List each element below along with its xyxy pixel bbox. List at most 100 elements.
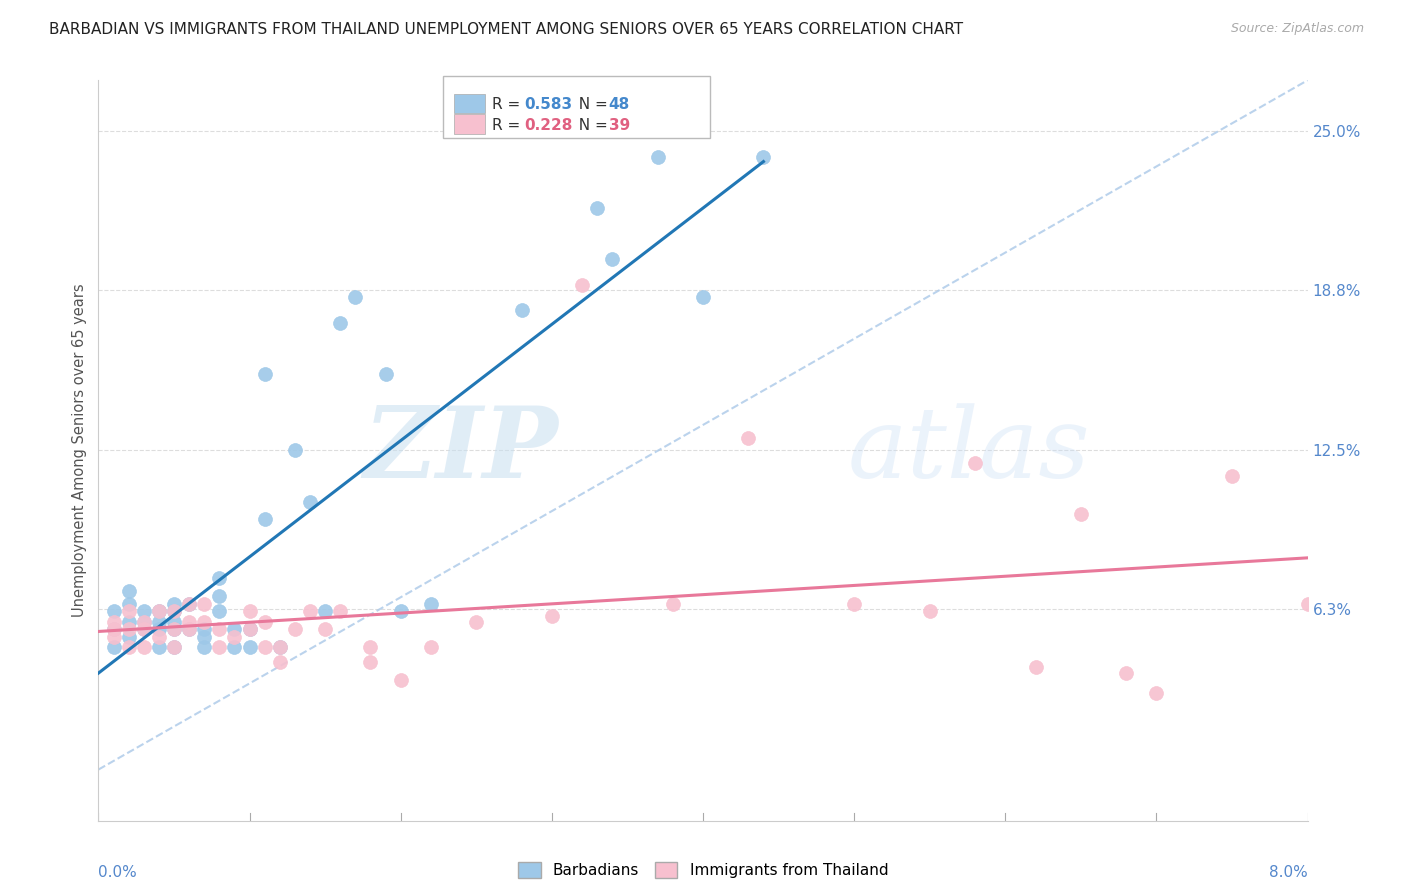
Text: 0.0%: 0.0%: [98, 865, 138, 880]
Text: 39: 39: [609, 119, 630, 133]
Text: 0.228: 0.228: [524, 119, 572, 133]
Point: [179, 597, 201, 611]
Point: [239, 622, 262, 636]
Point: [420, 597, 443, 611]
Point: [465, 615, 488, 629]
Point: [374, 367, 396, 381]
Text: atlas: atlas: [848, 403, 1091, 498]
Point: [179, 622, 201, 636]
Point: [148, 615, 170, 629]
Text: 48: 48: [609, 97, 630, 112]
Point: [239, 640, 262, 654]
Point: [163, 640, 186, 654]
Text: ZIP: ZIP: [363, 402, 558, 499]
Point: [208, 604, 231, 618]
Point: [132, 615, 155, 629]
Point: [540, 609, 562, 624]
Point: [193, 597, 215, 611]
Text: 0.583: 0.583: [524, 97, 572, 112]
Point: [1115, 665, 1137, 680]
Point: [208, 589, 231, 603]
Point: [148, 630, 170, 644]
Point: [163, 597, 186, 611]
Point: [269, 640, 291, 654]
Point: [1146, 686, 1168, 700]
Point: [179, 615, 201, 629]
Point: [284, 622, 307, 636]
Legend: Barbadians, Immigrants from Thailand: Barbadians, Immigrants from Thailand: [512, 856, 894, 884]
Point: [163, 622, 186, 636]
Text: 8.0%: 8.0%: [1268, 865, 1308, 880]
Point: [420, 640, 443, 654]
Point: [360, 640, 382, 654]
Point: [224, 630, 246, 644]
Point: [299, 604, 322, 618]
Point: [269, 656, 291, 670]
Point: [918, 604, 941, 618]
Point: [118, 630, 141, 644]
Point: [844, 597, 866, 611]
Point: [163, 604, 186, 618]
Point: [103, 640, 125, 654]
Point: [284, 443, 307, 458]
Point: [118, 615, 141, 629]
Point: [602, 252, 624, 266]
Point: [148, 622, 170, 636]
Point: [132, 622, 155, 636]
Point: [208, 571, 231, 585]
Point: [163, 604, 186, 618]
Point: [179, 622, 201, 636]
Point: [1070, 508, 1092, 522]
Point: [299, 494, 322, 508]
Point: [103, 630, 125, 644]
Point: [148, 604, 170, 618]
Text: Source: ZipAtlas.com: Source: ZipAtlas.com: [1230, 22, 1364, 36]
Point: [253, 615, 276, 629]
Point: [647, 150, 669, 164]
Point: [389, 604, 412, 618]
Point: [1296, 597, 1319, 611]
Point: [208, 640, 231, 654]
Point: [269, 640, 291, 654]
Point: [148, 604, 170, 618]
Point: [103, 615, 125, 629]
Point: [253, 367, 276, 381]
Point: [118, 583, 141, 598]
Point: [224, 640, 246, 654]
Point: [118, 622, 141, 636]
Point: [752, 150, 775, 164]
Point: [571, 277, 593, 292]
Point: [118, 640, 141, 654]
Y-axis label: Unemployment Among Seniors over 65 years: Unemployment Among Seniors over 65 years: [72, 284, 87, 617]
Point: [208, 622, 231, 636]
Point: [193, 622, 215, 636]
Point: [586, 201, 609, 215]
Point: [118, 604, 141, 618]
Point: [239, 622, 262, 636]
Point: [253, 640, 276, 654]
Point: [360, 656, 382, 670]
Text: N =: N =: [569, 119, 613, 133]
Point: [1025, 660, 1047, 674]
Text: BARBADIAN VS IMMIGRANTS FROM THAILAND UNEMPLOYMENT AMONG SENIORS OVER 65 YEARS C: BARBADIAN VS IMMIGRANTS FROM THAILAND UN…: [49, 22, 963, 37]
Point: [163, 622, 186, 636]
Point: [329, 604, 352, 618]
Point: [1220, 469, 1243, 483]
Point: [344, 290, 367, 304]
Point: [193, 630, 215, 644]
Point: [118, 597, 141, 611]
Point: [329, 316, 352, 330]
Text: R =: R =: [492, 119, 526, 133]
Point: [132, 640, 155, 654]
Point: [103, 622, 125, 636]
Text: R =: R =: [492, 97, 526, 112]
Point: [253, 512, 276, 526]
Point: [179, 597, 201, 611]
Point: [510, 303, 533, 318]
Point: [239, 604, 262, 618]
Point: [163, 615, 186, 629]
Point: [661, 597, 683, 611]
Point: [103, 622, 125, 636]
Point: [965, 456, 987, 470]
Point: [389, 673, 412, 688]
